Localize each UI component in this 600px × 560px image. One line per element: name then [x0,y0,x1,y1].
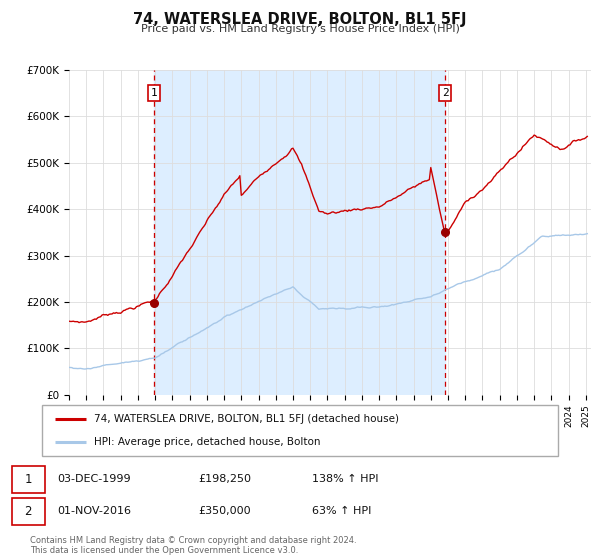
Text: 01-NOV-2016: 01-NOV-2016 [57,506,131,516]
Text: 63% ↑ HPI: 63% ↑ HPI [312,506,371,516]
Text: 138% ↑ HPI: 138% ↑ HPI [312,474,379,484]
Text: 1: 1 [151,88,157,98]
Text: 74, WATERSLEA DRIVE, BOLTON, BL1 5FJ (detached house): 74, WATERSLEA DRIVE, BOLTON, BL1 5FJ (de… [94,414,398,424]
Text: HPI: Average price, detached house, Bolton: HPI: Average price, detached house, Bolt… [94,437,320,447]
Text: 2: 2 [442,88,449,98]
Text: 2: 2 [25,505,32,518]
Bar [154,70,445,395]
Text: Price paid vs. HM Land Registry's House Price Index (HPI): Price paid vs. HM Land Registry's House … [140,24,460,34]
Text: This data is licensed under the Open Government Licence v3.0.: This data is licensed under the Open Gov… [30,545,298,555]
Text: £198,250: £198,250 [198,474,251,484]
Text: £350,000: £350,000 [198,506,251,516]
Text: 1: 1 [25,473,32,486]
Text: Contains HM Land Registry data © Crown copyright and database right 2024.: Contains HM Land Registry data © Crown c… [30,536,356,545]
Text: 74, WATERSLEA DRIVE, BOLTON, BL1 5FJ: 74, WATERSLEA DRIVE, BOLTON, BL1 5FJ [133,12,467,27]
Text: 03-DEC-1999: 03-DEC-1999 [57,474,131,484]
